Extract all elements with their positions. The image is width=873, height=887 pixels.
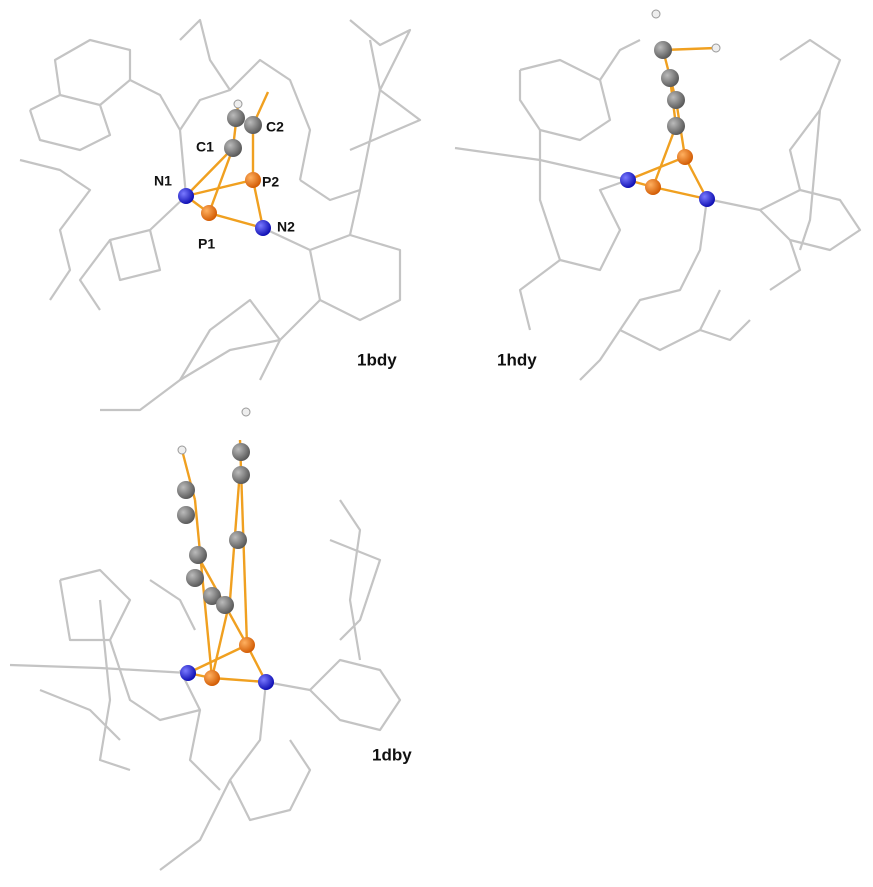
atom-label: C1 xyxy=(196,139,214,155)
atom-label: N2 xyxy=(277,219,295,235)
structure-label: 1hdy xyxy=(497,350,537,369)
structure-label: 1dby xyxy=(372,745,412,764)
hydrogen xyxy=(242,408,250,416)
carbon xyxy=(177,481,195,499)
nitrogen xyxy=(178,188,194,204)
atom-label: C2 xyxy=(266,119,284,135)
phosphorus xyxy=(645,179,661,195)
hydrogen xyxy=(178,446,186,454)
carbon xyxy=(667,117,685,135)
carbon xyxy=(232,466,250,484)
structure-label: 1bdy xyxy=(357,350,397,369)
carbon xyxy=(667,91,685,109)
figure: C1 C2 N1 P2 P1 N2 1bdy xyxy=(0,0,873,887)
molecule-1hdy: 1hdy xyxy=(455,10,860,380)
carbon xyxy=(224,139,242,157)
carbon xyxy=(186,569,204,587)
nitrogen xyxy=(620,172,636,188)
nitrogen xyxy=(255,220,271,236)
phosphorus xyxy=(239,637,255,653)
carbon xyxy=(177,506,195,524)
molecule-1dby: 1dby xyxy=(10,408,412,870)
nitrogen xyxy=(258,674,274,690)
carbon xyxy=(227,109,245,127)
carbon xyxy=(229,531,247,549)
phosphorus xyxy=(677,149,693,165)
hydrogen xyxy=(712,44,720,52)
carbon xyxy=(661,69,679,87)
carbon xyxy=(244,116,262,134)
hydrogen xyxy=(652,10,660,18)
phosphorus xyxy=(201,205,217,221)
phosphorus xyxy=(245,172,261,188)
core-bonds xyxy=(186,92,268,228)
nitrogen xyxy=(699,191,715,207)
nitrogen xyxy=(180,665,196,681)
atom-label: P2 xyxy=(262,174,279,190)
phosphorus xyxy=(204,670,220,686)
ligand-frame xyxy=(455,40,860,380)
carbon xyxy=(216,596,234,614)
atom-label: P1 xyxy=(198,236,215,252)
carbon xyxy=(654,41,672,59)
hydrogen xyxy=(234,100,242,108)
atom-label: N1 xyxy=(154,173,172,189)
carbon xyxy=(232,443,250,461)
carbon xyxy=(189,546,207,564)
molecule-1bdy: C1 C2 N1 P2 P1 N2 1bdy xyxy=(20,20,420,410)
